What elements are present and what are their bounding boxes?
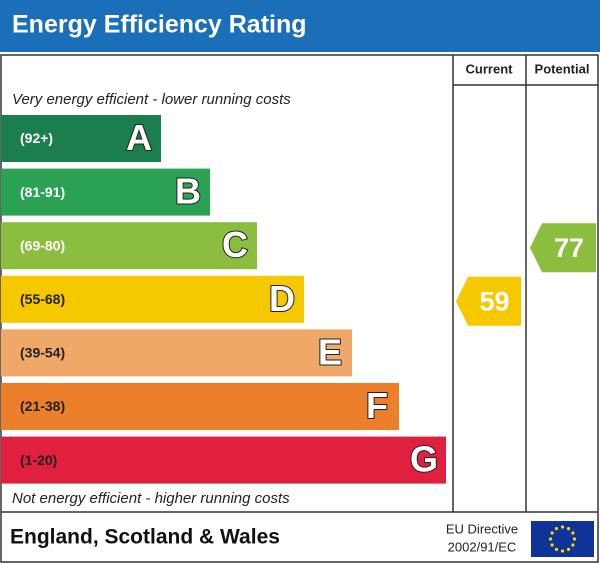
band (1, 275, 304, 323)
band-range: (1-20) (20, 452, 57, 468)
flag-star (566, 547, 571, 551)
band-range: (55-68) (20, 291, 65, 307)
band-range: (81-91) (20, 184, 65, 200)
rating-arrow (530, 223, 596, 273)
band-range: (69-80) (20, 237, 65, 253)
flag-star (560, 525, 565, 529)
band-letter: D (269, 278, 295, 319)
bottom-note: Not energy efficient - higher running co… (12, 490, 290, 507)
column-header: Potential (535, 61, 590, 76)
band (1, 436, 446, 484)
flag-star (554, 547, 559, 551)
directive: 2002/91/EC (448, 539, 517, 554)
rating-arrow (456, 276, 521, 326)
band (1, 222, 257, 270)
band (1, 115, 161, 162)
band-letter: G (410, 439, 438, 480)
band (1, 168, 210, 216)
band-letter: A (126, 117, 152, 158)
band-range: (92+) (20, 130, 53, 146)
rating-value: 77 (554, 233, 584, 263)
band-range: (21-38) (20, 398, 65, 414)
flag-star (571, 531, 575, 535)
top-note: Very energy efficient - lower running co… (12, 91, 291, 108)
rating-value: 59 (479, 286, 509, 316)
directive: EU Directive (446, 521, 518, 536)
header-bar (0, 0, 600, 52)
flag-star (572, 537, 577, 541)
title: Energy Efficiency Rating (12, 11, 307, 39)
band-letter: F (366, 385, 388, 426)
column-header: Current (466, 61, 514, 76)
flag-star (550, 543, 554, 547)
flag-star (560, 549, 565, 553)
eu-flag (531, 521, 594, 557)
band-letter: B (175, 171, 201, 212)
band-letter: E (318, 331, 342, 372)
flag-star (550, 531, 554, 535)
band (1, 329, 352, 377)
band-range: (39-54) (20, 345, 65, 361)
band-letter: C (222, 224, 248, 265)
flag-star (571, 543, 575, 547)
region: England, Scotland & Wales (10, 526, 280, 549)
band (1, 383, 399, 430)
flag-star (554, 527, 559, 531)
flag-star (548, 537, 553, 541)
flag-star (566, 527, 571, 531)
